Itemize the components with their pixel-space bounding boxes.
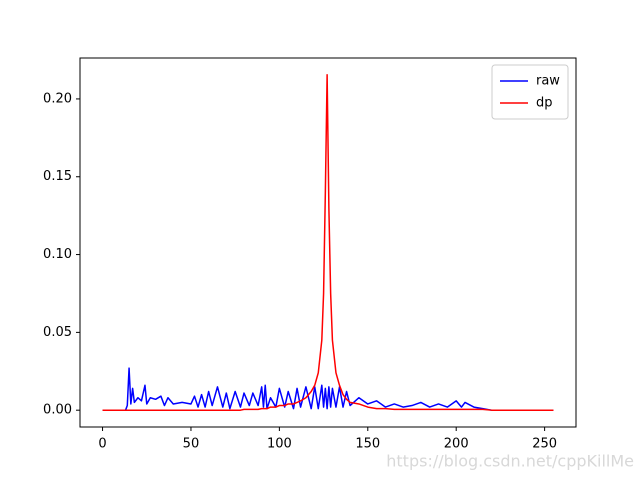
- plot-frame: [79, 57, 577, 428]
- y-tick-label: 0.05: [43, 325, 72, 340]
- y-tick-label: 0.20: [43, 91, 72, 106]
- x-tick-label: 50: [183, 437, 200, 452]
- x-tick-label: 100: [267, 437, 292, 452]
- y-tick-label: 0.10: [43, 247, 72, 262]
- x-tick-label: 200: [444, 437, 469, 452]
- x-tick-label: 250: [532, 437, 557, 452]
- x-tick-label: 0: [98, 437, 106, 452]
- legend: raw dp: [491, 64, 569, 120]
- legend-label: dp: [536, 96, 553, 111]
- legend-box: [491, 64, 569, 120]
- y-tick-label: 0.15: [43, 169, 72, 184]
- y-tick-label: 0.00: [43, 403, 72, 418]
- legend-label: raw: [536, 74, 560, 89]
- x-tick-label: 150: [355, 437, 380, 452]
- line-series: [102, 74, 554, 411]
- watermark: https://blog.csdn.net/cppKillMe: [386, 452, 634, 471]
